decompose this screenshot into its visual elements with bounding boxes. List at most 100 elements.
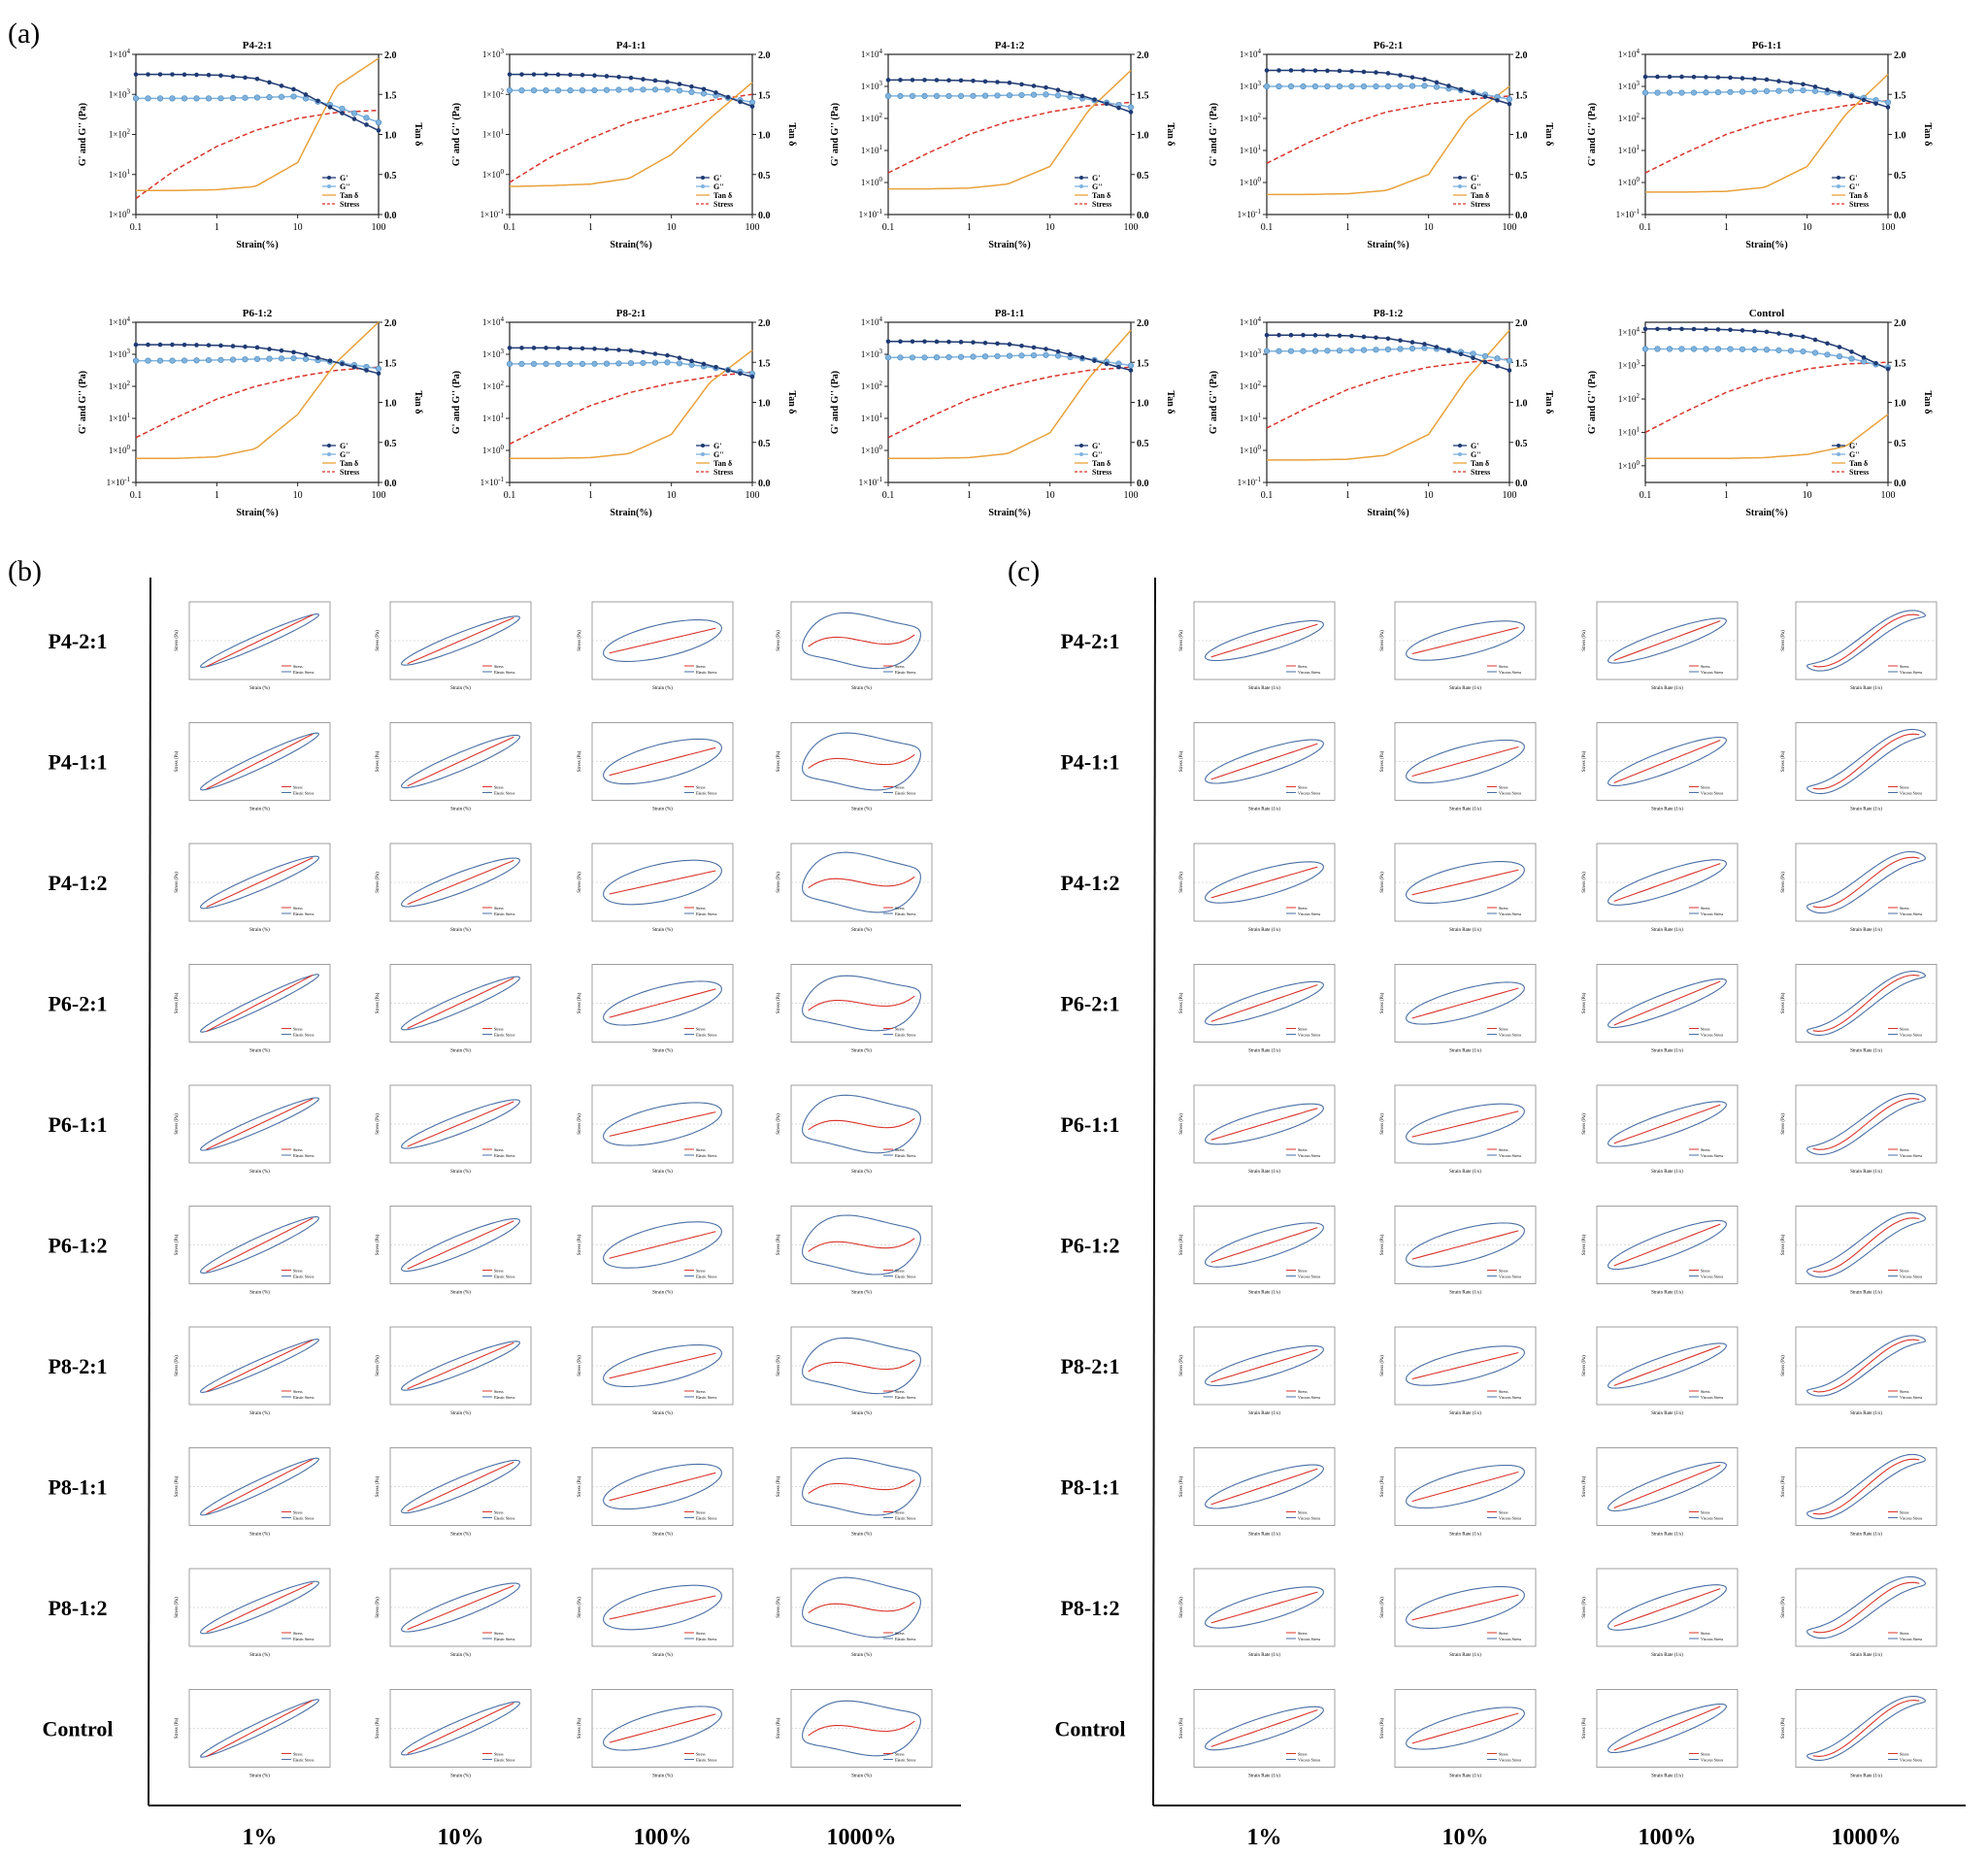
row-label-P8-1:2: P8-1:2: [1060, 1596, 1119, 1620]
storage-modulus-point: [1288, 332, 1294, 338]
total-stress-loop: [1406, 1586, 1525, 1629]
legend-label: Viscous Stress: [1298, 1033, 1321, 1038]
loss-modulus-point: [290, 354, 297, 362]
legend-label: Stress: [696, 1510, 706, 1515]
storage-modulus-point: [982, 79, 988, 84]
legend-label: Viscous Stress: [1298, 1758, 1321, 1763]
storage-modulus-point: [713, 364, 718, 370]
storage-modulus-point: [1446, 83, 1451, 88]
y-left-axis-label: G' and G'' (Pa): [78, 103, 88, 166]
storage-modulus-point: [738, 99, 743, 105]
storage-modulus-point: [1264, 332, 1270, 338]
y-axis-label: Stress (Pa): [1582, 872, 1587, 893]
loss-modulus-point: [132, 357, 140, 364]
y-axis-label: Stress (Pa): [1179, 1475, 1184, 1497]
storage-modulus-point: [1301, 332, 1306, 338]
total-stress-loop: [401, 1341, 520, 1391]
series-tan-delta-line: [888, 69, 1132, 190]
storage-modulus-point: [1788, 80, 1794, 85]
x-axis-label: Strain (%): [450, 1774, 471, 1779]
storage-modulus-point: [1337, 68, 1342, 74]
y-right-tick-label: 1.5: [758, 90, 771, 101]
storage-modulus-point: [1837, 90, 1842, 95]
series-tan-delta-line: [136, 57, 380, 192]
loss-modulus-point: [1775, 87, 1782, 94]
storage-modulus-point: [1679, 74, 1684, 80]
legend-label: Stress: [1701, 906, 1710, 911]
legend-label: Stress: [494, 1510, 504, 1515]
loss-modulus-point: [1287, 348, 1295, 354]
y-axis-label: Stress (Pa): [777, 1475, 781, 1497]
series-tan-delta-line: [510, 349, 753, 460]
storage-modulus-point: [958, 340, 964, 345]
storage-modulus-point: [580, 72, 585, 78]
legend-label: Stress: [293, 1510, 303, 1515]
legend-label: Elastic Stress: [696, 791, 717, 796]
y-axis-label: Stress (Pa): [1582, 1113, 1587, 1135]
series-stress-line: [509, 93, 753, 183]
storage-modulus-point: [1812, 337, 1818, 343]
loss-modulus-point: [1739, 88, 1746, 95]
decomposed-stress-line: [1613, 1223, 1721, 1267]
x-axis-label: Strain(%): [1745, 240, 1787, 250]
y-left-tick-label: 1×104: [1618, 48, 1640, 59]
total-stress-loop: [802, 1214, 921, 1275]
total-stress-loop: [802, 732, 921, 791]
loss-modulus-point: [363, 115, 370, 121]
storage-modulus-point: [701, 361, 707, 367]
decomposed-stress-line: [1613, 620, 1721, 661]
storage-modulus-point: [1740, 76, 1745, 81]
total-stress-loop: [1205, 1344, 1324, 1387]
y-left-tick-label: 1×100: [1618, 459, 1640, 471]
legend-label: Elastic Stress: [293, 1395, 315, 1400]
y-axis-label: Stress (Pa): [1380, 1597, 1385, 1618]
storage-modulus-point: [1885, 366, 1891, 372]
legend-label: Stress: [696, 906, 706, 911]
loss-modulus-point: [1030, 91, 1038, 98]
storage-modulus-point: [1642, 74, 1648, 80]
loss-modulus-point: [1030, 351, 1038, 359]
legend-label: Stress: [1900, 1631, 1909, 1636]
storage-modulus-point: [1728, 327, 1733, 333]
x-tick-label: 0.1: [504, 490, 516, 501]
y-left-axis-label: G' and G'' (Pa): [830, 371, 841, 434]
y-right-tick-label: 2.0: [1137, 318, 1149, 329]
total-stress-loop: [603, 859, 722, 906]
y-left-tick-label: 1×104: [109, 48, 131, 59]
loss-modulus-point: [1006, 352, 1013, 359]
loss-modulus-point: [543, 360, 549, 368]
total-stress-loop: [603, 1102, 722, 1146]
loss-modulus-point: [169, 95, 176, 102]
y-left-tick-label: 1×101: [1240, 144, 1262, 155]
storage-modulus-point: [1019, 343, 1024, 348]
loss-modulus-point: [994, 92, 1001, 99]
storage-modulus-point: [1849, 93, 1854, 99]
total-stress-loop: [1607, 1101, 1727, 1147]
x-axis-label: Strain (%): [851, 1170, 872, 1175]
legend-label: Stress: [696, 664, 706, 669]
x-tick-label: 100: [746, 490, 760, 501]
y-right-tick-label: 0.0: [1894, 479, 1906, 489]
y-axis-label: Stress (Pa): [175, 1597, 180, 1618]
legend-label: Stress: [1499, 1389, 1508, 1394]
x-tick-label: 0.1: [1640, 490, 1652, 501]
decomposed-stress-line: [1812, 1581, 1920, 1634]
legend-label: Stress: [1298, 1147, 1308, 1152]
y-axis-label: Stress (Pa): [777, 750, 781, 772]
x-axis-label: Strain (%): [249, 1774, 270, 1779]
legend-label: Stress: [494, 1631, 504, 1636]
storage-modulus-point: [1837, 345, 1842, 349]
storage-modulus-point: [1116, 105, 1121, 111]
legend-label: G'': [340, 450, 350, 459]
legend-label: Viscous Stress: [1298, 791, 1321, 796]
x-axis-label: Strain Rate (1/s): [1248, 808, 1280, 812]
chart-title: P8-1:1: [995, 308, 1025, 319]
loss-modulus-point: [651, 86, 659, 93]
storage-modulus-point: [267, 347, 272, 351]
legend-label: Stress: [293, 664, 303, 669]
legend-label: Viscous Stress: [1701, 1275, 1724, 1279]
